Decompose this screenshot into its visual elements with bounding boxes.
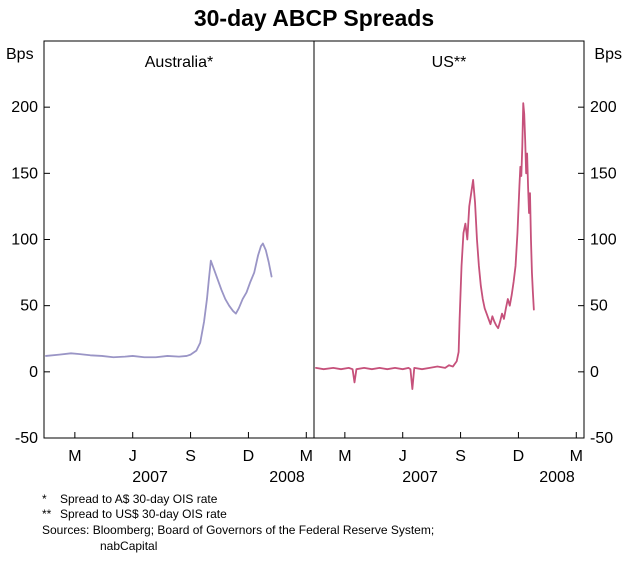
y-tick-label-left: -50 — [15, 430, 38, 447]
sources-line-1: Sources: Bloomberg; Board of Governors o… — [42, 523, 435, 538]
chart-title: 30-day ABCP Spreads — [193, 5, 435, 31]
footnotes: * Spread to A$ 30-day OIS rate ** Spread… — [0, 491, 628, 555]
y-axis-unit-right: Bps — [594, 46, 622, 63]
y-tick-label-left: 150 — [11, 165, 38, 182]
y-tick-label-right: 0 — [590, 363, 599, 380]
year-label: 2007 — [132, 469, 168, 486]
x-tick-label: M — [68, 448, 81, 465]
y-tick-label-left: 50 — [20, 297, 38, 314]
abcp-chart-svg: -50 -50 0 0 50 50 100 100 150 150 200 200 Bps Bps Aust… — [6, 40, 622, 486]
footnote-1-text: Spread to A$ 30-day OIS rate — [60, 491, 218, 506]
footnote-1-marker: * — [42, 491, 47, 506]
y-tick-label-right: 100 — [590, 231, 617, 248]
x-tick-label: M — [338, 448, 351, 465]
y-tick-label-right: 200 — [590, 99, 617, 116]
footnote-2-text: Spread to US$ 30-day OIS rate — [60, 507, 227, 522]
x-tick-label: S — [185, 448, 196, 465]
y-tick-label-right: -50 — [590, 430, 613, 447]
x-tick-label: M — [570, 448, 583, 465]
x-tick-label: M — [300, 448, 313, 465]
year-label: 2008 — [539, 469, 575, 486]
y-axis-unit-left: Bps — [6, 46, 34, 63]
x-tick-label: D — [513, 448, 525, 465]
x-tick-label: J — [129, 448, 137, 465]
y-tick-label-right: 50 — [590, 297, 608, 314]
footnote-1: * Spread to A$ 30-day OIS rate — [42, 492, 628, 508]
y-tick-label-left: 100 — [11, 231, 38, 248]
panel-label-us: US** — [432, 54, 467, 71]
series-line-australia — [45, 242, 273, 358]
y-tick-label-left: 200 — [11, 99, 38, 116]
year-label: 2007 — [402, 469, 438, 486]
sources-line-2: nabCapital — [100, 539, 158, 554]
y-tick-label-left: 0 — [29, 363, 38, 380]
x-tick-label: D — [243, 448, 255, 465]
y-tick-label-right: 150 — [590, 165, 617, 182]
x-tick-label: S — [455, 448, 466, 465]
footnote-2: ** Spread to US$ 30-day OIS rate — [42, 507, 628, 523]
year-label: 2008 — [269, 469, 305, 486]
x-tick-label: J — [399, 448, 407, 465]
panel-label-australia: Australia* — [145, 54, 213, 71]
footnote-2-marker: ** — [42, 507, 52, 522]
series-line-us — [315, 101, 535, 390]
